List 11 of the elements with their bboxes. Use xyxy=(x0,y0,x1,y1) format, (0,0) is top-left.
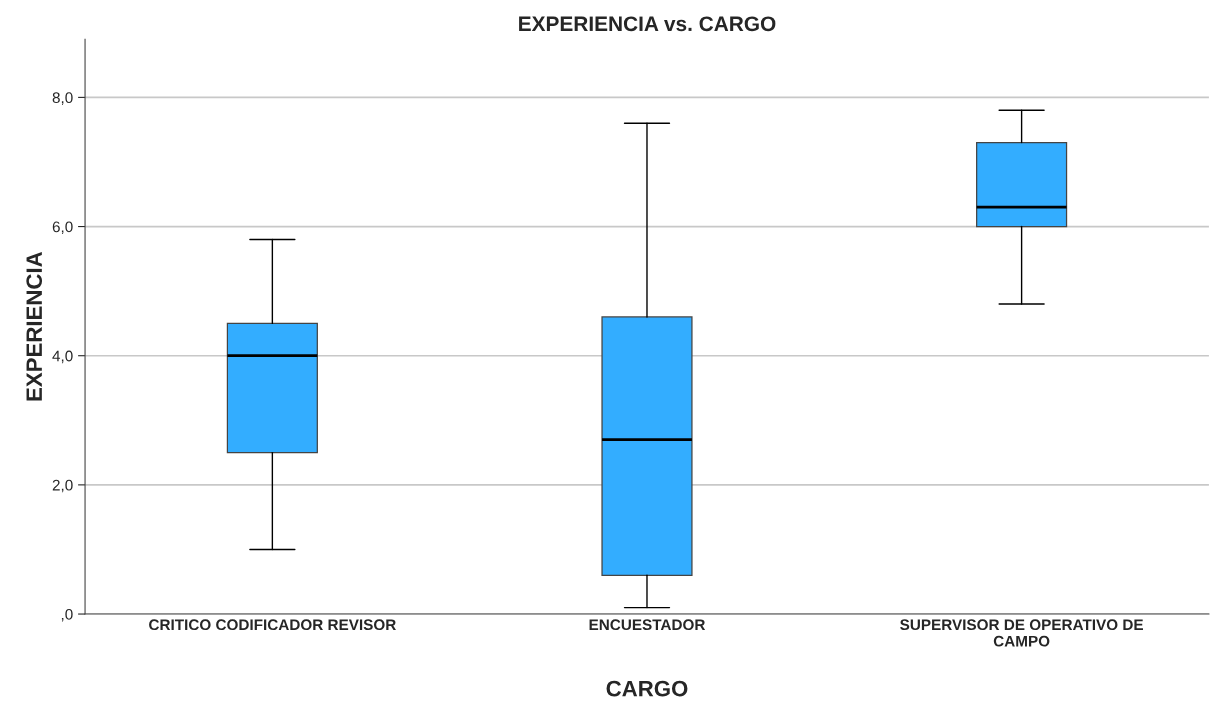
x-tick-label: CRITICO CODIFICADOR REVISOR xyxy=(149,619,396,631)
chart-title: EXPERIENCIA vs. CARGO xyxy=(519,16,776,32)
x-tick-label: SUPERVISOR DE OPERATIVO DE CAMPO xyxy=(900,619,1143,647)
y-tick-label: 2,0 xyxy=(52,479,73,493)
y-tick-label: 6,0 xyxy=(52,221,73,235)
x-axis-title: CARGO xyxy=(606,680,688,697)
y-tick-label: 4,0 xyxy=(52,350,73,364)
y-tick-label: 8,0 xyxy=(52,92,73,105)
y-axis-title: EXPERIENCIA xyxy=(26,251,43,401)
x-tick-label: ENCUESTADOR xyxy=(589,619,706,631)
y-tick-label: ,0 xyxy=(61,608,73,622)
